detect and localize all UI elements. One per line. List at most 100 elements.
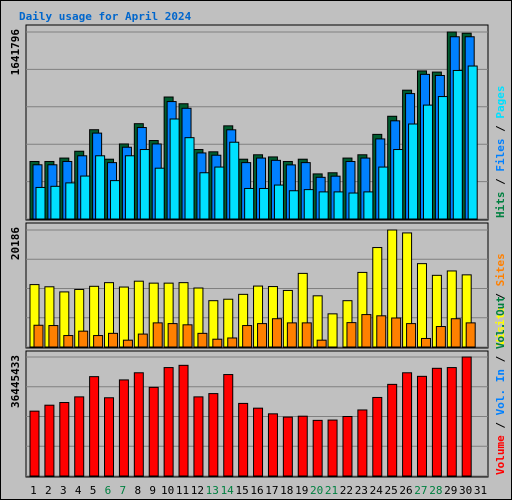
x-tick-label-day-11: 11 — [176, 484, 189, 497]
bar-pages-day-2 — [50, 185, 61, 220]
panel-visits-sites: 20186 Visits / Sites — [9, 222, 507, 349]
bar-volume-day-2 — [44, 404, 55, 477]
bar-volume-day-20 — [312, 419, 323, 477]
legend-separator: / — [494, 172, 507, 192]
legend-separator: / — [494, 349, 507, 369]
x-tick-label-day-16: 16 — [250, 484, 263, 497]
legend-separator: / — [494, 286, 507, 306]
bar-pages-day-3 — [65, 182, 76, 220]
legend-entry-sites: Sites — [494, 253, 507, 286]
bar-pages-day-12 — [199, 172, 210, 220]
bar-pages-day-8 — [139, 149, 150, 220]
bar-pages-day-14 — [229, 141, 240, 220]
legend-entry-pages: Pages — [494, 86, 507, 119]
bar-sites-day-11 — [182, 324, 193, 348]
x-tick-label-day-21: 21 — [325, 484, 338, 497]
bar-volume-day-4 — [74, 396, 85, 477]
x-tick-label-day-29: 29 — [444, 484, 457, 497]
bar-sites-day-25 — [391, 317, 402, 348]
bar-sites-day-27 — [420, 337, 431, 348]
legend-hits-files-pages: Hits / Files / Pages — [494, 86, 507, 219]
bar-sites-day-30 — [465, 322, 476, 348]
bar-visits-day-20 — [312, 295, 323, 348]
bar-pages-day-16 — [259, 187, 270, 220]
bar-pages-day-27 — [422, 104, 433, 220]
bar-pages-day-19 — [303, 189, 314, 220]
panel-hits-files-pages: 1641796 Hits / Files / Pages — [9, 24, 507, 221]
panel-volume: 36445433 Volume / Vol. In / Vol. Out — [9, 296, 507, 478]
bar-pages-day-10 — [169, 118, 180, 220]
bar-pages-day-28 — [437, 96, 448, 220]
bar-sites-day-22 — [346, 322, 357, 348]
bar-pages-day-22 — [348, 192, 359, 220]
bar-pages-day-30 — [467, 65, 478, 220]
legend-visits-sites: Visits / Sites — [494, 253, 507, 346]
x-tick-label-day-19: 19 — [295, 484, 308, 497]
x-tick-label-day-12: 12 — [191, 484, 204, 497]
bar-sites-day-2 — [48, 325, 59, 348]
bar-pages-day-20 — [318, 191, 329, 220]
bar-volume-day-5 — [89, 376, 100, 477]
bar-pages-day-11 — [184, 137, 195, 220]
legend-entry-volume: Volume — [494, 435, 507, 475]
x-tick-label-day-7: 7 — [120, 484, 127, 497]
legend-separator: / — [494, 415, 507, 435]
x-tick-label-day-1: 1 — [30, 484, 37, 497]
bar-sites-day-16 — [257, 323, 268, 348]
x-tick-label-day-26: 26 — [399, 484, 412, 497]
bar-sites-day-12 — [197, 332, 208, 348]
bar-sites-day-1 — [33, 324, 44, 348]
bar-volume-day-23 — [357, 409, 368, 477]
bar-sites-day-9 — [152, 322, 163, 348]
bar-volume-day-22 — [342, 416, 353, 477]
bar-sites-day-17 — [271, 318, 282, 348]
bar-volume-day-7 — [118, 379, 129, 477]
x-tick-label-day-23: 23 — [355, 484, 368, 497]
bar-pages-day-4 — [80, 175, 91, 220]
bar-pages-day-15 — [244, 187, 255, 220]
bar-sites-day-3 — [63, 335, 74, 348]
bar-pages-day-25 — [393, 149, 404, 220]
bar-volume-day-26 — [402, 372, 413, 477]
bar-sites-day-13 — [212, 338, 223, 348]
bar-pages-day-1 — [35, 186, 46, 220]
bar-sites-day-6 — [108, 332, 119, 348]
bar-volume-day-30 — [461, 356, 472, 477]
bar-pages-day-5 — [95, 155, 106, 220]
x-tick-label-day-25: 25 — [385, 484, 398, 497]
x-tick-label-day-20: 20 — [310, 484, 323, 497]
legend-entry-vol-out: Vol. Out — [494, 296, 507, 349]
bar-sites-day-26 — [406, 323, 417, 348]
bar-sites-day-28 — [435, 326, 446, 348]
x-axis-day-labels: 1 2 3 4 5 6 7 8 9 10 11 12 13 14 15 16 17 18 19 20 21 22 23 24 2… — [30, 484, 487, 497]
bar-volume-day-6 — [104, 397, 115, 477]
bar-volume-day-10 — [163, 367, 174, 477]
y-max-label-visits-sites: 20186 — [9, 227, 22, 260]
x-tick-label-day-27: 27 — [414, 484, 427, 497]
bar-sites-day-24 — [376, 315, 387, 348]
bar-sites-day-18 — [286, 322, 297, 348]
x-tick-label-day-3: 3 — [60, 484, 67, 497]
bar-sites-day-19 — [301, 322, 312, 348]
x-tick-label-day-13: 13 — [206, 484, 219, 497]
bar-sites-day-4 — [78, 330, 89, 348]
bar-sites-day-14 — [227, 337, 238, 348]
bar-sites-day-5 — [93, 335, 104, 348]
bar-sites-day-29 — [450, 318, 461, 348]
y-max-label-volume: 36445433 — [9, 355, 22, 408]
bar-pages-day-9 — [154, 167, 165, 220]
legend-entry-visits: Visits — [494, 306, 507, 346]
bar-volume-day-15 — [238, 402, 249, 477]
bar-sites-day-15 — [242, 325, 253, 348]
x-tick-label-day-24: 24 — [370, 484, 384, 497]
bar-volume-day-24 — [372, 396, 383, 477]
y-max-label-hits-files-pages: 1641796 — [9, 29, 22, 76]
bar-volume-day-16 — [253, 407, 264, 477]
legend-volume: Volume / Vol. In / Vol. Out — [494, 296, 507, 475]
x-tick-label-day-8: 8 — [134, 484, 141, 497]
x-tick-label-day-4: 4 — [75, 484, 82, 497]
bar-volume-day-8 — [133, 372, 144, 477]
bar-sites-day-10 — [167, 323, 178, 348]
bar-sites-day-20 — [316, 339, 327, 348]
x-tick-label-day-15: 15 — [235, 484, 248, 497]
